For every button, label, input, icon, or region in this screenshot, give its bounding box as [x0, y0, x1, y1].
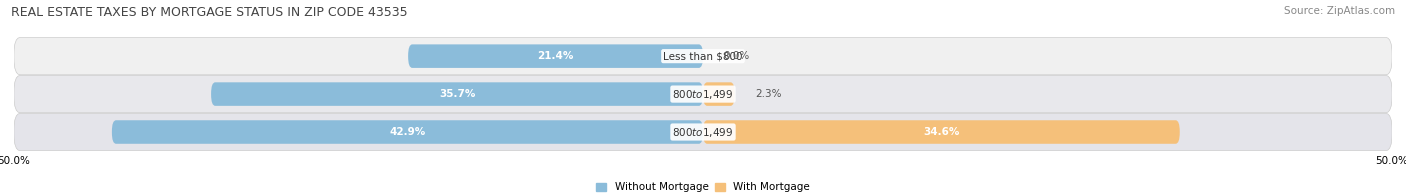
FancyBboxPatch shape	[14, 38, 1392, 75]
FancyBboxPatch shape	[14, 75, 1392, 113]
FancyBboxPatch shape	[211, 82, 703, 106]
Text: $800 to $1,499: $800 to $1,499	[672, 88, 734, 101]
FancyBboxPatch shape	[112, 120, 703, 144]
Text: 35.7%: 35.7%	[439, 89, 475, 99]
Text: 2.3%: 2.3%	[755, 89, 782, 99]
Text: REAL ESTATE TAXES BY MORTGAGE STATUS IN ZIP CODE 43535: REAL ESTATE TAXES BY MORTGAGE STATUS IN …	[11, 6, 408, 19]
Text: 34.6%: 34.6%	[924, 127, 959, 137]
FancyBboxPatch shape	[703, 120, 1180, 144]
FancyBboxPatch shape	[14, 113, 1392, 151]
Text: 21.4%: 21.4%	[537, 51, 574, 61]
Text: $800 to $1,499: $800 to $1,499	[672, 125, 734, 139]
FancyBboxPatch shape	[408, 44, 703, 68]
Text: 42.9%: 42.9%	[389, 127, 426, 137]
Text: Less than $800: Less than $800	[664, 51, 742, 61]
FancyBboxPatch shape	[703, 82, 735, 106]
Text: 0.0%: 0.0%	[724, 51, 749, 61]
Legend: Without Mortgage, With Mortgage: Without Mortgage, With Mortgage	[596, 182, 810, 192]
Text: Source: ZipAtlas.com: Source: ZipAtlas.com	[1284, 6, 1395, 16]
